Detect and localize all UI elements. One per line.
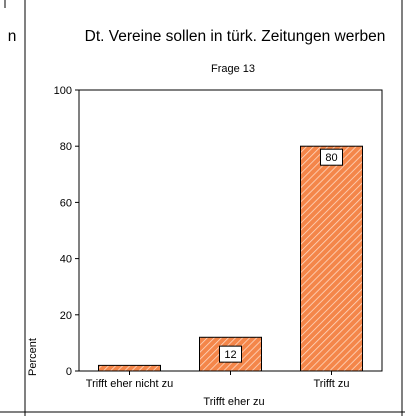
chart-subtitle: Frage 13	[211, 63, 255, 75]
data-label: 12	[219, 345, 242, 363]
y-tick-label: 40	[60, 254, 72, 266]
x-axis-title: Trifft eher zu	[203, 396, 264, 408]
x-tick-label: Trifft eher nicht zu	[86, 378, 173, 390]
data-label-box	[219, 345, 242, 363]
y-tick-label: 60	[60, 197, 72, 209]
y-axis-title: Percent	[27, 338, 39, 376]
data-label: 80	[320, 148, 343, 166]
data-label-box	[320, 148, 343, 166]
y-tick-label: 80	[60, 141, 72, 153]
y-tick-label: 100	[54, 85, 72, 97]
data-label-text: 12	[224, 349, 236, 361]
bar-3	[300, 145, 363, 372]
y-tick-label: 0	[66, 366, 72, 378]
chart-title: Dt. Vereine sollen in türk. Zeitungen we…	[85, 28, 386, 45]
cut-off-text: n	[8, 28, 17, 45]
data-label-text: 80	[325, 152, 337, 164]
bar-1	[98, 364, 161, 372]
x-tick-label: Trifft zu	[313, 378, 349, 390]
y-tick-label: 20	[60, 310, 72, 322]
